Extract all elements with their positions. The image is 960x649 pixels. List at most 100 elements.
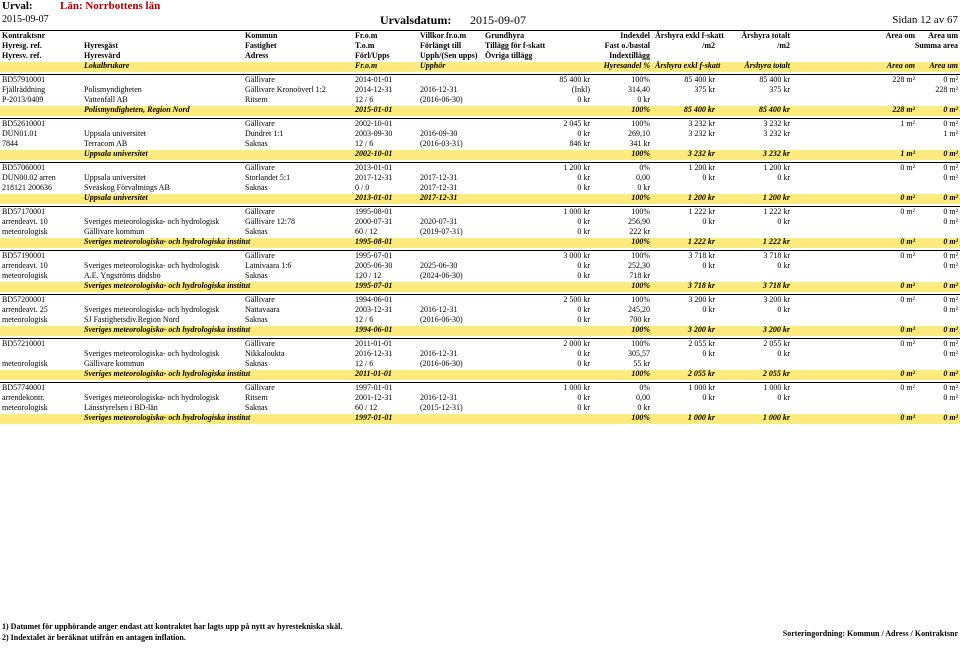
- cell: Hyresv. ref.: [2, 52, 82, 61]
- cell: 700 kr: [595, 316, 650, 325]
- cell: 3 232 kr: [655, 130, 715, 139]
- cell: 0 m²: [913, 208, 958, 217]
- cell: 228 m²: [870, 76, 915, 85]
- cell: 0 m²: [913, 350, 958, 359]
- cell: 2 500 kr: [535, 296, 590, 305]
- cell: 2014-01-01: [355, 76, 415, 85]
- cell: Gällivare kommun: [84, 228, 244, 237]
- cell: Hyresandel %: [595, 62, 650, 71]
- cell: 100%: [595, 106, 650, 115]
- cell: 0 m²: [913, 150, 958, 159]
- cell: Saknas: [245, 140, 355, 149]
- divider: [0, 30, 960, 31]
- cell: 0 kr: [655, 174, 715, 183]
- cell: 2016-09-30: [420, 130, 480, 139]
- cell: Sveriges meteorologiska- och hydrologisk…: [84, 282, 244, 291]
- cell: Saknas: [245, 228, 355, 237]
- cell: 3 718 kr: [655, 252, 715, 261]
- cell: 0 kr: [535, 350, 590, 359]
- cell: Area om: [870, 32, 915, 41]
- cell: (2016-06-30): [420, 96, 480, 105]
- cell: 846 kr: [535, 140, 590, 149]
- cell: 2011-01-01: [355, 340, 415, 349]
- cell: 100%: [595, 238, 650, 247]
- cell: (2015-12-31): [420, 404, 480, 413]
- cell: meteorologisk: [2, 228, 82, 237]
- cell: 100%: [595, 340, 650, 349]
- cell: 0 kr: [535, 184, 590, 193]
- cell: 0 kr: [535, 262, 590, 271]
- cell: 85 400 kr: [535, 76, 590, 85]
- cell: Saknas: [245, 272, 355, 281]
- urval-label: Urval:: [2, 0, 33, 12]
- cell: Upph/(Sen upps): [420, 52, 480, 61]
- cell: 100%: [595, 76, 650, 85]
- cell: 0 kr: [535, 228, 590, 237]
- cell: Dundret 1:1: [245, 130, 355, 139]
- cell: 0,00: [595, 394, 650, 403]
- cell: meteorologisk: [2, 404, 82, 413]
- table-row: Sveriges meteorologiska- och hydrologisk…: [0, 326, 960, 336]
- cell: 3 232 kr: [655, 120, 715, 129]
- table-body: BD57910001Gällivare2014-01-0185 400 kr10…: [0, 76, 960, 424]
- cell: 314,40: [595, 86, 650, 95]
- cell: 0 m²: [870, 340, 915, 349]
- cell: 1 m²: [913, 130, 958, 139]
- urvalsdatum-value: 2015-09-07: [470, 14, 526, 27]
- cell: 85 400 kr: [655, 106, 715, 115]
- cell: /m2: [725, 42, 790, 51]
- cell: 2 000 kr: [535, 340, 590, 349]
- cell: 2014-12-31: [355, 86, 415, 95]
- cell: 1997-01-01: [355, 414, 415, 423]
- cell: 0 m²: [913, 296, 958, 305]
- cell: Övriga tillägg: [485, 52, 555, 61]
- cell: Gällivare: [245, 120, 355, 129]
- cell: 2017-12-31: [420, 174, 480, 183]
- header-row-2: 2015-09-07 Urvalsdatum: 2015-09-07 Sidan…: [0, 14, 960, 28]
- cell: 0 m²: [870, 296, 915, 305]
- cell: Fast o./bastal: [595, 42, 650, 51]
- cell: 3 200 kr: [655, 296, 715, 305]
- cell: 0%: [595, 384, 650, 393]
- cell: Indexdel: [595, 32, 650, 41]
- cell: Grundhyra: [485, 32, 555, 41]
- cell: 1 200 kr: [725, 194, 790, 203]
- cell: Fastighet: [245, 42, 355, 51]
- cell: Saknas: [245, 316, 355, 325]
- cell: 2 055 kr: [725, 340, 790, 349]
- cell: Fjällräddning: [2, 86, 82, 95]
- cell: (2016-03-31): [420, 140, 480, 149]
- cell: 85 400 kr: [655, 76, 715, 85]
- cell: arrendeavt. 25: [2, 306, 82, 315]
- table-row: Sveriges meteorologiska- och hydrologisk…: [0, 282, 960, 292]
- cell: 2017-12-31: [355, 174, 415, 183]
- cell: Tillägg för f-skatt: [485, 42, 555, 51]
- cell: 2003-12-31: [355, 306, 415, 315]
- cell: 0 m²: [870, 208, 915, 217]
- cell: Ritsem: [245, 394, 355, 403]
- table-row: Hyresv. ref.HyresvärdAdressFörl/UppsUpph…: [0, 52, 960, 62]
- cell: 1 200 kr: [535, 164, 590, 173]
- cell: 2005-06-30: [355, 262, 415, 271]
- cell: 0 m²: [913, 370, 958, 379]
- cell: (2024-06-30): [420, 272, 480, 281]
- cell: 2 045 kr: [535, 120, 590, 129]
- table-row: Sveriges meteorologiska- och hydrologisk…: [0, 238, 960, 248]
- table-row: arrendeavt. 10Sveriges meteorologiska- o…: [0, 218, 960, 228]
- cell: 0 kr: [595, 96, 650, 105]
- cell: 2015-01-01: [355, 106, 415, 115]
- cell: 718 kr: [595, 272, 650, 281]
- page-label: Sidan 12 av 67: [892, 14, 958, 26]
- cell: 12 / 6: [355, 360, 415, 369]
- cell: Sveriges meteorologiska- och hydrologisk…: [84, 414, 244, 423]
- cell: 2017-12-31: [420, 184, 480, 193]
- cell: Fr.o.m: [355, 32, 415, 41]
- cell: 2000-07-31: [355, 218, 415, 227]
- cell: Sveriges meteorologiska- och hydrologisk…: [84, 238, 244, 247]
- cell: Sveaskog Förvaltnings AB: [84, 184, 244, 193]
- cell: Sveriges meteorologiska- och hydrologisk: [84, 394, 244, 403]
- cell: 12 / 6: [355, 140, 415, 149]
- cell: 2002-10-01: [355, 150, 415, 159]
- cell: Area um: [913, 32, 958, 41]
- column-headers: KontraktsnrKommunFr.o.mVillkor fr.o.mGru…: [0, 32, 960, 72]
